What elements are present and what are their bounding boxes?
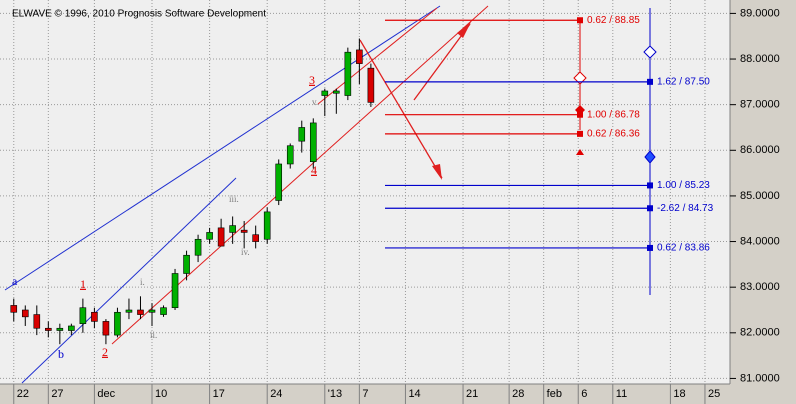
candle-body (194, 238, 202, 256)
candle-body (263, 211, 271, 240)
x-tick-label: 7 (362, 388, 368, 400)
candle-body (148, 309, 156, 313)
level-marker (647, 205, 653, 212)
arrow (413, 23, 471, 101)
wave-label: 4 (311, 163, 317, 177)
level-label: 0.62 / 83.86 (657, 243, 710, 254)
y-tick-label: 81.0000 (740, 372, 780, 384)
arrowhead (432, 164, 442, 180)
x-tick-label: 6 (581, 388, 587, 400)
candle-body (10, 305, 18, 313)
y-tick-label: 85.0000 (740, 190, 780, 202)
channel-line (21, 177, 237, 384)
candle-body (240, 229, 248, 233)
candle-body (367, 67, 375, 103)
x-tick-label: 10 (155, 388, 167, 400)
candle-body (298, 127, 306, 142)
candle-body (91, 311, 98, 322)
candle-body (160, 307, 167, 315)
x-tick-label: 22 (17, 388, 29, 400)
diamond (644, 150, 656, 164)
x-tick-label: '13 (328, 388, 342, 400)
candle-body (102, 321, 110, 336)
x-tick-label: 27 (51, 388, 63, 400)
x-tick-label: 17 (213, 388, 225, 400)
candle-body (275, 163, 283, 201)
level-marker (647, 78, 653, 85)
channel-line (317, 7, 438, 105)
wave-label: a (12, 274, 18, 288)
candle-body (79, 307, 87, 324)
level-label: 0.62 / 88.85 (587, 15, 640, 26)
y-axis-band (730, 0, 796, 404)
x-tick-label: 21 (466, 388, 478, 400)
x-tick-label: dec (97, 388, 115, 400)
x-tick-label: feb (547, 388, 562, 400)
candle-body (356, 49, 363, 64)
chart-title: ELWAVE © 1996, 2010 Prognosis Software D… (12, 9, 266, 20)
x-tick-label: 28 (512, 388, 524, 400)
wave-label: b (58, 347, 64, 361)
candle-body (68, 325, 75, 331)
candle-body (344, 51, 352, 96)
candle-body (114, 311, 121, 336)
wave-label: 3 (309, 73, 315, 87)
x-tick-label: 18 (673, 388, 685, 400)
arrow (359, 39, 443, 179)
candle-body (21, 309, 29, 318)
wave-label: ii. (150, 330, 157, 340)
wave-label: iv. (241, 247, 250, 257)
candle-body (217, 227, 225, 247)
candle-body (333, 90, 340, 94)
wave-label: v. (312, 97, 318, 107)
level-label: 1.62 / 87.50 (657, 76, 710, 87)
candle-body (309, 122, 317, 163)
y-tick-label: 84.0000 (740, 235, 780, 247)
y-tick-label: 89.0000 (740, 7, 780, 19)
y-tick-label: 82.0000 (740, 327, 780, 339)
y-tick-label: 88.0000 (740, 53, 780, 65)
candle-body (321, 90, 329, 96)
wave-label: iii. (229, 194, 239, 204)
triangle (576, 149, 584, 155)
level-marker (577, 130, 583, 137)
candle-body (171, 273, 179, 309)
level-marker (577, 17, 583, 24)
wave-label: 2 (102, 345, 108, 359)
level-marker (647, 182, 653, 189)
candle-body (125, 309, 133, 313)
candle-body (137, 309, 144, 315)
candle-body (206, 232, 213, 240)
y-tick-label: 83.0000 (740, 281, 780, 293)
level-marker (577, 111, 583, 118)
level-label: 1.00 / 86.78 (587, 109, 640, 120)
candle-body (286, 145, 294, 165)
level-label: -2.62 / 84.73 (657, 203, 714, 214)
diamond (573, 71, 587, 85)
arrowhead (457, 22, 471, 38)
wave-label: i. (140, 277, 145, 287)
x-tick-label: 24 (270, 388, 282, 400)
x-tick-label: 14 (408, 388, 420, 400)
candle-body (252, 234, 259, 242)
level-label: 1.00 / 85.23 (657, 180, 710, 191)
y-tick-label: 86.0000 (740, 144, 780, 156)
candle-body (56, 327, 64, 331)
x-tick-label: 11 (616, 388, 627, 400)
wave-label: 1 (80, 277, 86, 291)
level-label: 0.62 / 86.36 (587, 129, 640, 140)
diamond (643, 45, 657, 59)
level-marker (647, 244, 653, 251)
candle-body (229, 225, 236, 233)
x-tick-label: 25 (708, 388, 720, 400)
candle-body (33, 314, 41, 329)
x-axis-band (0, 384, 796, 404)
overlay (4, 5, 657, 384)
plot-area (0, 0, 730, 384)
candle-body (45, 327, 52, 331)
candle-body (183, 254, 190, 274)
y-tick-label: 87.0000 (740, 99, 780, 111)
